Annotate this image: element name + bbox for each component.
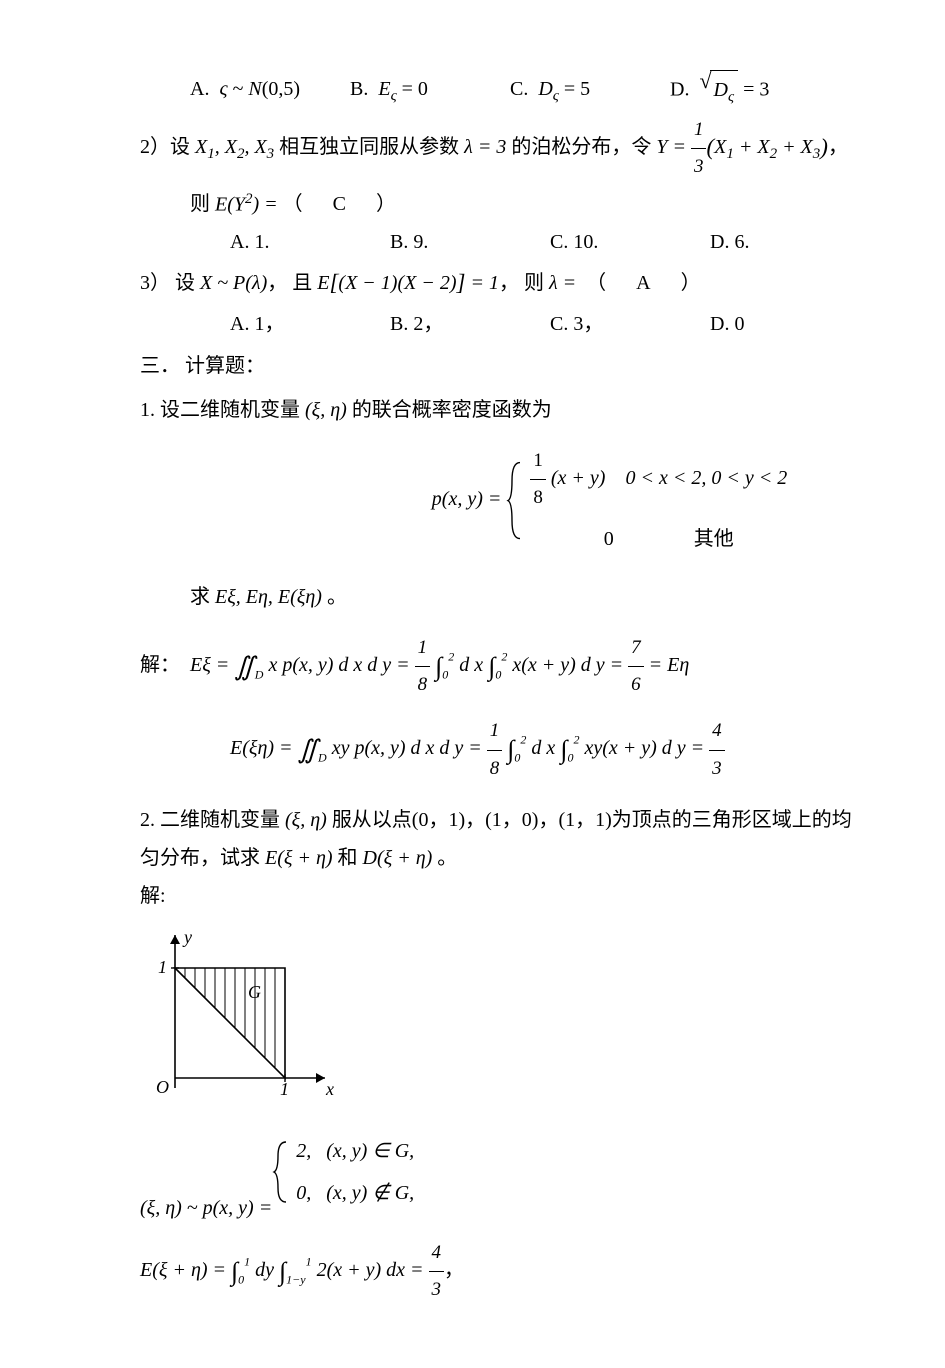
left-brace-icon — [506, 441, 524, 560]
p2-sol-label: 解: — [140, 877, 945, 915]
p2-case2: 0, (x, y) ∉ G, — [290, 1172, 420, 1214]
p2-mid: 服从以点(0，1)，(1，0)，(1，1)为顶点的三角形区域上的均 — [332, 801, 852, 839]
q2-optB: B. 9. — [390, 223, 550, 261]
q3-optD: D. 0 — [710, 305, 870, 343]
p2-expectation: E(ξ + η) = ∫01 dy ∫1−y1 2(x + y) dx = 43… — [140, 1235, 945, 1308]
q2-optC: C. 10. — [550, 223, 710, 261]
q3-dist: X ~ P(λ) — [195, 264, 267, 302]
p2-density-brace: 2, (x, y) ∈ G, 0, (x, y) ∉ G, — [272, 1130, 420, 1214]
fig-region-label: G — [248, 982, 261, 1002]
q3-optA: A. 1， — [230, 305, 390, 343]
p1-density: p(x, y) = 18 (x + y) 0 < x < 2, 0 < y < … — [140, 441, 945, 560]
p1-pre: 1. 设二维随机变量 — [140, 391, 300, 429]
q2-line2-expr: E(Y2) = — [210, 185, 283, 224]
p2-line2a: 匀分布，试求 — [140, 839, 260, 877]
mc1-optA: A. ς ~ N(0,5) — [190, 70, 350, 108]
q2-optD: D. 6. — [710, 223, 870, 261]
q3-expr: E[(X − 1)(X − 2)] = 1 — [312, 261, 499, 305]
q2-options: A. 1. B. 9. C. 10. D. 6. — [140, 223, 945, 261]
q2-paren-r: ） — [376, 185, 396, 223]
p1-post: 的联合概率密度函数为 — [352, 391, 552, 429]
q2-stem-line1: 2）设 X1, X2, X3 相互独立同服从参数 λ = 3 的泊松分布，令 Y… — [140, 112, 945, 185]
p1-stem: 1. 设二维随机变量 (ξ, η) 的联合概率密度函数为 — [140, 391, 945, 429]
left-brace-icon — [272, 1130, 290, 1214]
p1-ask-pre: 求 — [190, 578, 210, 616]
p2-case1: 2, (x, y) ∈ G, — [290, 1130, 420, 1172]
p2-rv: (ξ, η) — [280, 801, 332, 839]
q2-pre: 2）设 — [140, 128, 190, 166]
q2-mid2: 的泊松分布，令 — [511, 128, 651, 166]
q2-optA: A. 1. — [230, 223, 390, 261]
p2-pre: 2. 二维随机变量 — [140, 801, 280, 839]
p2-figure: 1 1 O x y G — [140, 923, 945, 1116]
q2-tailcomma: ， — [828, 128, 848, 166]
q3-c1: ， 且 — [267, 264, 312, 302]
q2-paren-l: （ — [283, 185, 303, 223]
p2-E-expr: E(ξ + η) = ∫01 dy ∫1−y1 2(x + y) dx = 43 — [140, 1235, 444, 1308]
p1-density-lhs: p(x, y) = — [432, 488, 507, 510]
q3-lambda: λ = — [544, 264, 586, 302]
mc1-options: A. ς ~ N(0,5) B. Eς = 0 C. Dς = 5 D. √Dς… — [140, 70, 945, 112]
p2-stem-line2: 匀分布，试求 E(ξ + η) 和 D(ξ + η) 。 — [140, 839, 945, 877]
q2-stem-line2: 则 E(Y2) = （ C ） — [140, 185, 945, 224]
q3-optB: B. 2， — [390, 305, 550, 343]
q3-answer: A — [606, 264, 680, 302]
p1-case2: 0 其他 — [524, 518, 793, 560]
p1-ask: 求 Eξ, Eη, E(ξη) 。 — [140, 578, 945, 616]
p1-density-brace: 18 (x + y) 0 < x < 2, 0 < y < 2 0 其他 — [506, 441, 793, 560]
p1-sol1-expr: Eξ = ∬D x p(x, y) d x d y = 18 ∫02 d x ∫… — [180, 630, 689, 703]
p2-density-lhs: (ξ, η) ~ p(x, y) = — [140, 1189, 272, 1227]
p2-stem-line1: 2. 二维随机变量 (ξ, η) 服从以点(0，1)，(1，0)，(1，1)为顶… — [140, 801, 945, 839]
q2-Ydef: Y = 13(X1 + X2 + X3) — [651, 112, 828, 185]
p1-sol1: 解： Eξ = ∬D x p(x, y) d x d y = 18 ∫02 d … — [140, 630, 945, 703]
p1-ask-expr: Eξ, Eη, E(ξη) — [210, 578, 327, 616]
p1-sol-label: 解： — [140, 646, 180, 684]
q2-mid1: 相互独立同服从参数 — [279, 128, 459, 166]
mc1-optD: D. √Dς = 3 — [670, 70, 830, 112]
q2-vars: X1, X2, X3 — [190, 128, 279, 169]
p1-sol2: E(ξη) = ∬D xy p(x, y) d x d y = 18 ∫02 d… — [140, 713, 945, 786]
fig-y-tick-1: 1 — [158, 957, 167, 977]
p1-rv: (ξ, η) — [300, 391, 352, 429]
q3-optC: C. 3， — [550, 305, 710, 343]
p2-E-tail: ， — [444, 1251, 464, 1289]
p2-density: (ξ, η) ~ p(x, y) = 2, (x, y) ∈ G, 0, (x,… — [140, 1130, 945, 1227]
p2-post: 。 — [437, 839, 457, 877]
p2-ask2: D(ξ + η) — [358, 839, 438, 877]
q3-paren-l: （ — [586, 264, 606, 302]
p1-sol2-expr: E(ξη) = ∬D xy p(x, y) d x d y = 18 ∫02 d… — [230, 713, 725, 786]
mc1-optB: B. Eς = 0 — [350, 70, 510, 111]
q2-answer: C — [303, 185, 376, 223]
q3-stem: 3） 设 X ~ P(λ) ， 且 E[(X − 1)(X − 2)] = 1 … — [140, 261, 945, 305]
q3-paren-r: ） — [681, 264, 701, 302]
fig-xlabel: x — [325, 1079, 334, 1099]
p1-case1: 18 (x + y) 0 < x < 2, 0 < y < 2 — [524, 441, 793, 518]
mc1-optC: C. Dς = 5 — [510, 70, 670, 111]
q2-lambda: λ = 3 — [459, 128, 511, 166]
p2-and: 和 — [338, 839, 358, 877]
triangle-region-diagram: 1 1 O x y G — [140, 923, 340, 1103]
p1-ask-post: 。 — [327, 578, 347, 616]
p2-ask1: E(ξ + η) — [260, 839, 338, 877]
q3-pre: 3） 设 — [140, 264, 195, 302]
q2-line2-pre: 则 — [190, 185, 210, 223]
q3-c2: ， 则 — [499, 264, 544, 302]
fig-ylabel: y — [182, 927, 192, 947]
section3-title: 三． 计算题： — [140, 347, 945, 385]
fig-origin: O — [156, 1077, 169, 1097]
q3-options: A. 1， B. 2， C. 3， D. 0 — [140, 305, 945, 343]
